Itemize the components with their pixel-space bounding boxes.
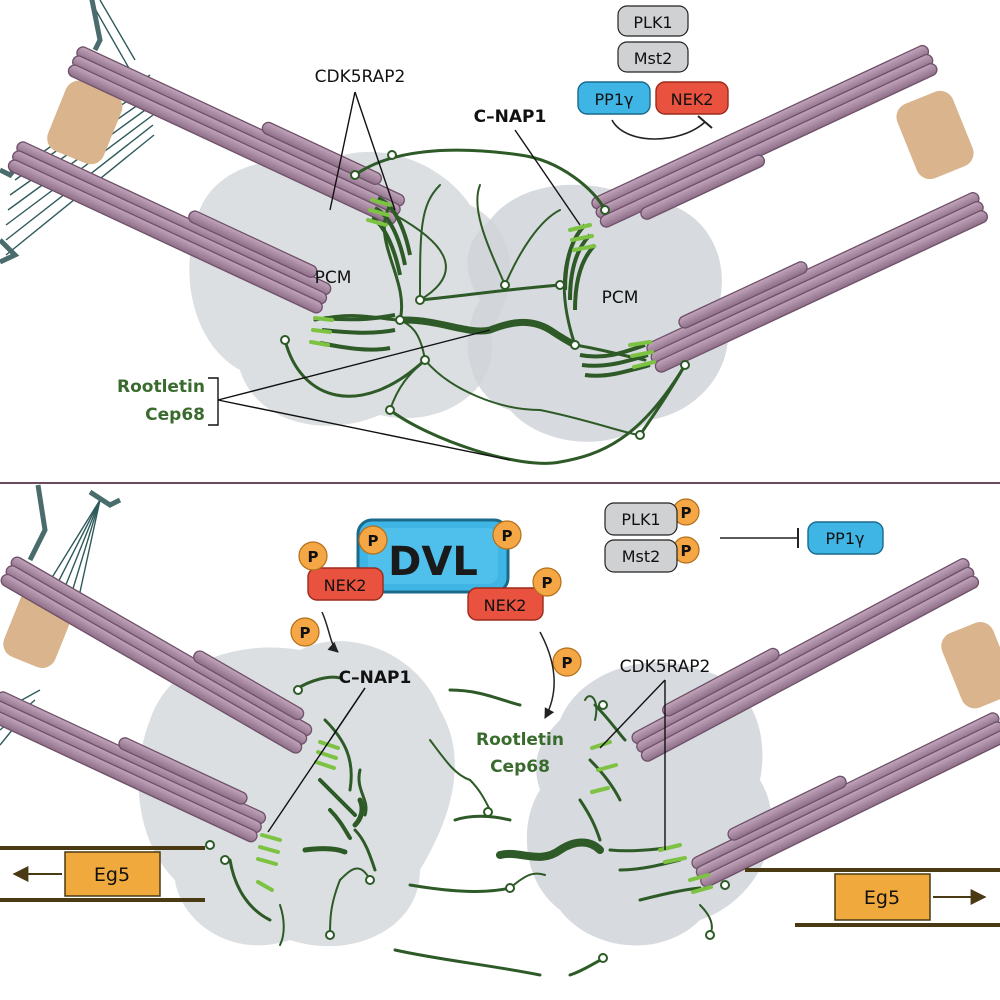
centriole-top-right-lower [646, 192, 989, 373]
centriole-bottom-right-upper [631, 558, 980, 762]
svg-text:P: P [562, 654, 573, 672]
label-cdk5rap2-top: CDK5RAP2 [315, 67, 406, 87]
svg-text:P: P [368, 532, 379, 550]
svg-text:P: P [502, 527, 513, 545]
mst2-text-bottom: Mst2 [622, 547, 661, 566]
plk1-text-bottom: PLK1 [621, 510, 660, 529]
nek2-box-right [467, 587, 544, 621]
cnap1-cluster-top-right-upper [563, 223, 597, 311]
phospho-marker: P [358, 525, 388, 555]
eg5-text-left: Eg5 [94, 864, 130, 886]
centriole-bottom-left-upper [0, 556, 313, 754]
phospho-markers: P P P P P P P [290, 498, 700, 677]
centriole-top-left-lower [7, 141, 332, 314]
kinase-complex-bottom: PLK1 Mst2 PP1γ [604, 502, 884, 573]
eg5-text-right: Eg5 [864, 887, 900, 909]
svg-text:P: P [681, 504, 692, 522]
label-cnap1-top: C–NAP1 [474, 107, 547, 127]
dvl-complex: DVL NEK2 NEK2 [307, 518, 544, 621]
nek2-text-left: NEK2 [324, 576, 367, 595]
label-cep68-bottom: Cep68 [490, 757, 550, 777]
cnap1-fragments-bottom [256, 740, 713, 894]
cnap1-cluster-top-left-lower [309, 313, 396, 352]
centriole-bottom-right-lower [691, 712, 1000, 888]
phospho-marker: P [532, 567, 562, 597]
nek2-text-right: NEK2 [484, 596, 527, 615]
phospho-marker: P [552, 647, 582, 677]
dvl-text: DVL [388, 539, 478, 585]
label-rootletin-top: Rootletin [117, 377, 205, 397]
linker-nodes-bottom [205, 685, 730, 963]
appendage-top-left [47, 80, 123, 165]
centriole-top-right-upper [591, 44, 938, 228]
nek2-text-top: NEK2 [671, 90, 714, 109]
top-panel: CDK5RAP2 C–NAP1 PCM PCM Rootletin Cep68 … [0, 0, 989, 465]
label-cdk5rap2-bottom: CDK5RAP2 [620, 657, 711, 677]
plk1-box-top [617, 5, 689, 37]
appendage-bottom-right [941, 622, 1000, 709]
mst2-text-top: Mst2 [634, 49, 673, 68]
phospho-marker: P [492, 520, 522, 550]
svg-text:P: P [681, 542, 692, 560]
pcm-cloud-right [467, 184, 729, 442]
phospho-marker: P [298, 541, 328, 571]
nek2-box-top [655, 81, 729, 115]
svg-text:P: P [300, 624, 311, 642]
centriole-top-left-upper [67, 46, 405, 225]
svg-text:P: P [542, 574, 553, 592]
plk1-text-top: PLK1 [633, 13, 672, 32]
mst2-box-bottom [604, 539, 678, 573]
eg5-motor-right: Eg5 [745, 868, 1000, 927]
pointer-lines-top [208, 91, 581, 461]
label-rootletin-bottom: Rootletin [476, 730, 564, 750]
cnap1-cluster-top-right-lower [579, 340, 656, 378]
pcm-cloud-left [189, 151, 511, 426]
pointer-lines-bottom [267, 679, 666, 850]
bottom-panel: DVL NEK2 NEK2 P P P P [0, 484, 1000, 977]
nek2-arrows [321, 611, 555, 719]
centriole-bottom-left-lower [0, 691, 267, 843]
plk1-box-bottom [604, 502, 678, 536]
nek2-box-left [307, 567, 384, 601]
pp1g-box-bottom [807, 521, 884, 555]
label-pcm-right: PCM [602, 288, 639, 308]
kinase-complex-top: PLK1 Mst2 PP1γ NEK2 [577, 5, 729, 140]
phospho-marker: P [290, 617, 320, 647]
label-cnap1-bottom: C–NAP1 [339, 668, 412, 688]
svg-text:P: P [308, 548, 319, 566]
linker-nodes-top [280, 150, 690, 440]
label-cep68-top: Cep68 [145, 405, 205, 425]
pp1g-text-top: PP1γ [595, 90, 634, 109]
pp1g-text-bottom: PP1γ [826, 529, 865, 548]
pp1g-box-top [577, 81, 651, 115]
appendage-top-right [896, 90, 974, 180]
cnap1-cluster-top-left-upper [366, 196, 412, 276]
label-pcm-left: PCM [315, 268, 352, 288]
eg5-motor-left: Eg5 [0, 846, 205, 902]
mst2-box-top [617, 41, 689, 73]
